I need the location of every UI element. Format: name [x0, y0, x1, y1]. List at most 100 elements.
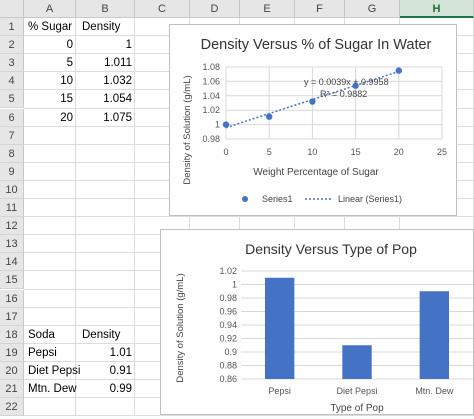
legend-trendline-label: Linear (Series1)	[338, 194, 402, 204]
cell-b21[interactable]: 0.99	[109, 383, 132, 395]
cell-b6[interactable]: 1.075	[103, 111, 132, 124]
y-axis-title: Density of Solution (g/mL)	[175, 273, 186, 382]
row-header-19[interactable]: 19	[0, 343, 24, 362]
cell-b20[interactable]: 0.91	[109, 364, 132, 377]
column-header-b[interactable]: B	[76, 0, 135, 18]
cell-b3[interactable]: 1.011	[104, 57, 132, 70]
column-header-a[interactable]: A	[24, 0, 76, 18]
chart-title: Density Versus Type of Pop	[245, 241, 417, 257]
chart-title: Density Versus % of Sugar In Water	[201, 37, 432, 53]
cell-a18[interactable]: Soda	[28, 328, 55, 341]
x-tick-label: 5	[267, 147, 272, 157]
cell-b19[interactable]: 1.01	[109, 346, 132, 359]
trendline-equation: y = 0.0039x + 0.9958	[304, 77, 389, 87]
scatter-chart-svg: Density Versus % of Sugar In Water Densi…	[182, 37, 447, 204]
x-tick-label: Pepsi	[268, 386, 291, 396]
y-tick-label: 1.02	[219, 266, 237, 276]
bar[interactable]	[264, 277, 295, 379]
data-point[interactable]	[222, 121, 230, 128]
y-tick-label: 0.98	[202, 134, 220, 144]
y-tick-label: 1	[215, 120, 220, 130]
row-header-7[interactable]: 7	[0, 126, 24, 145]
data-point[interactable]	[395, 67, 402, 74]
data-point[interactable]	[352, 82, 359, 89]
row-header-21[interactable]: 21	[0, 380, 24, 399]
data-point[interactable]	[309, 98, 316, 105]
row-header-4[interactable]: 4	[0, 72, 24, 91]
cell-a2[interactable]: 0	[66, 39, 73, 52]
row-header-22[interactable]: 22	[0, 398, 24, 417]
legend-series-label: Series1	[262, 194, 293, 204]
y-tick-label: 0.86	[219, 374, 237, 384]
column-header-e[interactable]: E	[240, 0, 295, 18]
cell-a3[interactable]: 5	[66, 57, 73, 70]
cell-a5[interactable]: 15	[60, 93, 73, 106]
cell-b18[interactable]: Density	[82, 328, 121, 341]
x-tick-label: 0	[223, 147, 228, 157]
column-header-d[interactable]: D	[190, 0, 240, 18]
y-tick-label: 1.02	[202, 105, 220, 115]
row-header-3[interactable]: 3	[0, 54, 24, 73]
row-header-10[interactable]: 10	[0, 180, 24, 199]
y-tick-label: 0.96	[219, 307, 237, 317]
cell-a1[interactable]: % Sugar	[28, 21, 73, 33]
row-header-12[interactable]: 12	[0, 217, 24, 236]
x-tick-label: 20	[394, 147, 404, 157]
x-tick-label: 10	[307, 147, 317, 157]
column-header-f[interactable]: F	[295, 0, 345, 18]
x-tick-label: 25	[437, 147, 447, 157]
column-gridline	[189, 18, 190, 415]
column-gridline	[239, 18, 240, 415]
row-header-6[interactable]: 6	[0, 108, 24, 127]
bar[interactable]	[419, 291, 450, 379]
cell-a4[interactable]: 10	[60, 75, 73, 88]
x-tick-label: Diet Pepsi	[336, 386, 377, 396]
row-header-17[interactable]: 17	[0, 307, 24, 326]
select-all-corner[interactable]	[0, 0, 24, 18]
column-header-h[interactable]: H	[400, 0, 474, 18]
row-header-16[interactable]: 16	[0, 289, 24, 308]
cell-b4[interactable]: 1.032	[103, 75, 132, 88]
cell-a20[interactable]: Diet Pepsi	[28, 364, 81, 377]
trendline-r-squared: R² = 0.9882	[320, 89, 367, 99]
column-gridline	[294, 18, 295, 415]
row-header-15[interactable]: 15	[0, 271, 24, 290]
legend-series-marker	[242, 196, 248, 202]
column-gridline	[134, 18, 135, 415]
row-header-8[interactable]: 8	[0, 144, 24, 163]
x-tick-label: 15	[351, 147, 361, 157]
chart-legend: Series1 Linear (Series1)	[242, 194, 402, 204]
pop-density-chart[interactable]: Density Versus Type of Pop Density of So…	[160, 229, 474, 415]
row-gridline	[24, 216, 474, 218]
column-gridline	[399, 18, 400, 415]
cell-b1[interactable]: Density	[82, 21, 121, 33]
sugar-density-chart[interactable]: Density Versus % of Sugar In Water Densi…	[169, 24, 457, 216]
data-point[interactable]	[266, 113, 273, 120]
y-tick-label: 1.04	[202, 91, 220, 101]
y-tick-label: 0.9	[224, 347, 237, 357]
row-header-2[interactable]: 2	[0, 36, 24, 55]
row-header-13[interactable]: 13	[0, 235, 24, 254]
column-header-c[interactable]: C	[135, 0, 190, 18]
y-tick-label: 0.92	[219, 334, 237, 344]
row-header-11[interactable]: 11	[0, 199, 24, 218]
cell-a19[interactable]: Pepsi	[28, 346, 57, 359]
row-header-5[interactable]: 5	[0, 90, 24, 109]
column-header-g[interactable]: G	[345, 0, 400, 18]
cell-a21[interactable]: Mtn. Dew	[28, 383, 77, 395]
y-tick-label: 0.94	[219, 320, 237, 330]
cell-a6[interactable]: 20	[60, 111, 73, 124]
y-tick-label: 1.06	[202, 76, 220, 86]
cell-b2[interactable]: 1	[125, 39, 132, 52]
x-axis-title: Type of Pop	[330, 403, 384, 414]
y-tick-label: 0.98	[219, 293, 237, 303]
cell-b5[interactable]: 1.054	[103, 93, 132, 106]
row-header-1[interactable]: 1	[0, 18, 24, 37]
bar[interactable]	[342, 345, 372, 379]
row-header-18[interactable]: 18	[0, 325, 24, 344]
row-header-20[interactable]: 20	[0, 361, 24, 380]
row-header-9[interactable]: 9	[0, 162, 24, 181]
y-axis-title: Density of Solution (g/mL)	[182, 75, 193, 184]
y-tick-label: 1	[232, 280, 237, 290]
row-header-14[interactable]: 14	[0, 253, 24, 272]
